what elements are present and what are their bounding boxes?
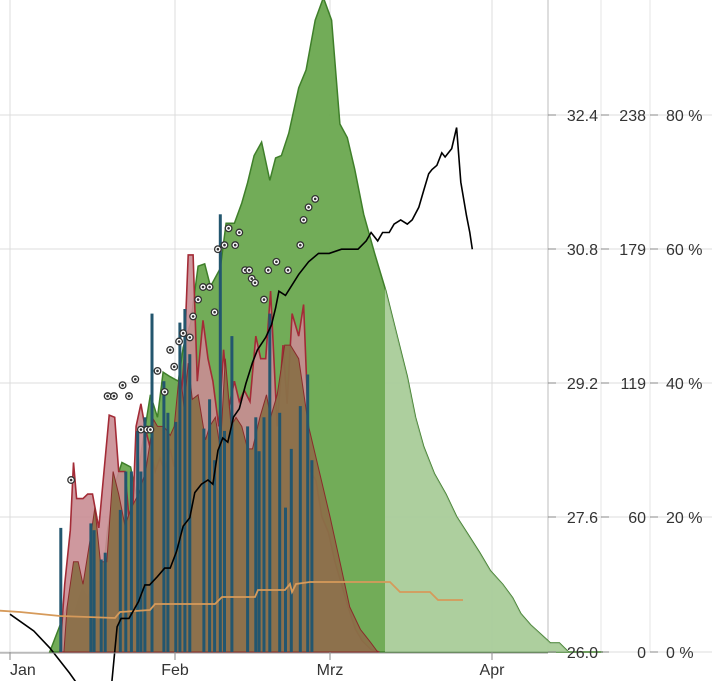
scatter-point: [131, 375, 140, 384]
y-tick-label-percent: 80 %: [666, 108, 702, 125]
x-tick-label: Mrz: [317, 662, 344, 679]
series-line-orange: [0, 581, 463, 619]
scatter-point: [199, 283, 207, 291]
scatter-point: [109, 392, 118, 401]
x-tick-label: Feb: [161, 662, 189, 679]
scatter-point: [146, 425, 155, 434]
bar: [59, 527, 63, 652]
scatter-point: [189, 312, 198, 321]
bar: [178, 322, 182, 652]
bar: [174, 421, 178, 652]
bar: [213, 460, 217, 652]
y-tick-label-count: 238: [619, 108, 646, 125]
y-tick-label-percent: 20 %: [666, 510, 702, 527]
axes: 26.0 27.6 29.2 30.8 32.4 0 60 119 179 238 0 % 20 % 4…: [0, 108, 702, 679]
bar: [103, 552, 107, 652]
bar: [162, 381, 166, 652]
scatter-point: [260, 295, 268, 304]
scatter-point: [220, 241, 229, 250]
bar: [230, 336, 234, 652]
bar: [284, 507, 287, 652]
bar: [118, 509, 122, 652]
scatter-point: [299, 215, 308, 224]
y-tick-label-percent: 60 %: [666, 242, 702, 259]
bar: [150, 313, 154, 652]
scatter-point: [67, 476, 76, 484]
bar: [99, 559, 103, 652]
scatter-point: [103, 392, 112, 401]
scatter-point: [160, 387, 169, 396]
scatter-point: [304, 203, 313, 212]
y-tick-label-left: 27.6: [567, 510, 598, 527]
bar: [218, 214, 222, 653]
bar: [257, 451, 261, 652]
plot-area: [0, 0, 603, 681]
scatter-point: [166, 345, 175, 354]
bar: [136, 430, 140, 652]
scatter-point: [136, 425, 145, 434]
scatter-point: [231, 241, 240, 250]
bar: [246, 426, 250, 652]
y-tick-label-left: 30.8: [567, 242, 598, 259]
bar: [143, 417, 147, 652]
y-tick-label-left: 32.4: [567, 108, 598, 125]
x-tick-label: Apr: [480, 662, 506, 679]
scatter-point: [224, 224, 233, 233]
bar: [202, 428, 206, 652]
scatter-point: [179, 329, 188, 338]
scatter-point: [272, 257, 281, 266]
scatter-point: [213, 245, 222, 254]
scatter-point: [235, 228, 244, 237]
scatter-point: [125, 392, 133, 401]
bar: [139, 471, 143, 652]
bar: [89, 523, 93, 652]
scatter-point: [118, 381, 127, 390]
scatter-point: [296, 241, 305, 250]
y-tick-label-left: 29.2: [567, 376, 598, 393]
bar: [183, 309, 187, 652]
bar: [262, 417, 266, 652]
scatter-point: [185, 333, 194, 342]
bar: [306, 374, 310, 652]
forecast-overlay: [385, 287, 603, 652]
bar: [289, 448, 293, 652]
y-tick-label-count: 119: [620, 376, 646, 393]
bar: [92, 530, 96, 652]
bar: [188, 354, 192, 652]
scatter-point: [251, 278, 259, 287]
bar: [124, 471, 128, 652]
scatter-point: [311, 194, 320, 203]
scatter-point: [284, 266, 292, 275]
scatter-point: [175, 337, 184, 346]
bar: [166, 412, 170, 652]
scatter-point: [205, 283, 214, 291]
series-line-black: [9, 127, 474, 681]
bar: [254, 417, 258, 652]
bar: [310, 460, 314, 652]
scatter-point: [210, 308, 219, 317]
y-tick-label-count: 60: [628, 510, 646, 527]
y-tick-label-count: 0: [637, 645, 646, 662]
y-tick-label-left: 26.0: [567, 645, 598, 662]
bar: [208, 399, 212, 652]
bar: [268, 313, 272, 652]
y-tick-label-count: 179: [619, 242, 646, 259]
bar: [278, 412, 282, 652]
scatter-point: [170, 362, 179, 371]
scatter-point: [194, 295, 203, 304]
bar: [223, 430, 226, 652]
scatter-point: [264, 266, 273, 275]
scatter-point: [245, 266, 254, 275]
scatter-point: [153, 366, 162, 375]
y-tick-label-percent: 0 %: [666, 645, 694, 662]
bar: [298, 406, 302, 652]
bar: [129, 471, 133, 652]
y-tick-label-percent: 40 %: [666, 376, 702, 393]
x-tick-label: Jan: [10, 662, 36, 679]
